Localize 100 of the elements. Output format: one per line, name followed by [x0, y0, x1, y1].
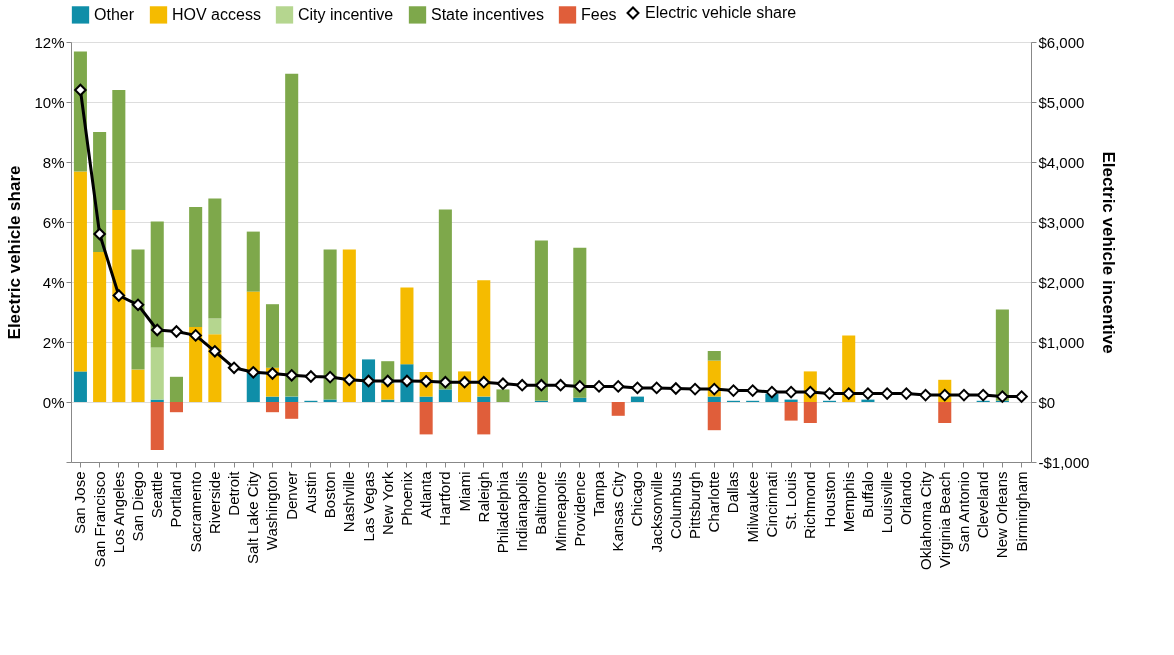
legend-label: Fees — [581, 5, 617, 23]
bar — [285, 402, 299, 419]
point — [554, 378, 567, 392]
x-tick-label: Dallas — [724, 471, 742, 514]
bar — [938, 402, 952, 423]
point — [131, 298, 145, 312]
bar — [496, 389, 510, 402]
y-tick-label: 10% — [34, 93, 65, 111]
x-tick-label: San Francisco — [90, 471, 108, 568]
bar — [707, 396, 721, 402]
x-tick-label: Denver — [282, 471, 300, 520]
point — [419, 375, 433, 388]
x-tick-label: Cincinnati — [762, 471, 780, 538]
x-tick-label: Washington — [263, 471, 281, 551]
y-axis-title: Electric vehicle share — [5, 165, 25, 340]
bar — [246, 231, 260, 292]
point — [151, 323, 164, 337]
x-tick-label: Richmond — [801, 471, 819, 540]
point — [746, 384, 759, 397]
bar — [169, 402, 183, 413]
x-tick-label: Jacksonville — [647, 471, 665, 553]
point — [362, 374, 375, 388]
bar — [131, 369, 145, 402]
bar — [477, 280, 491, 397]
point — [247, 366, 260, 379]
x-tick-label: Sacramento — [186, 471, 204, 553]
x-tick-label: Detroit — [225, 470, 243, 516]
y-tick-label: 6% — [42, 213, 65, 231]
bar — [438, 209, 452, 390]
bar — [150, 402, 164, 450]
x-tick-label: San Jose — [71, 471, 89, 535]
bar — [265, 304, 280, 368]
x-tick-label: Tampa — [590, 470, 608, 517]
bar — [342, 249, 356, 402]
legend-label: City incentive — [298, 5, 394, 23]
point — [631, 381, 644, 395]
point — [304, 370, 318, 383]
y2-tick-label: $3,000 — [1038, 213, 1085, 231]
bar — [189, 207, 203, 327]
x-tick-label: Louisville — [878, 471, 896, 534]
x-tick-label: San Antonio — [954, 471, 972, 553]
bar — [285, 73, 299, 397]
point — [573, 380, 587, 393]
y2-tick-label: $4,000 — [1038, 153, 1085, 171]
point — [900, 387, 913, 400]
point — [170, 325, 183, 338]
point — [784, 385, 798, 399]
y2-tick-label: $1,000 — [1038, 333, 1085, 351]
point — [285, 369, 298, 382]
point — [227, 361, 241, 375]
point — [496, 377, 510, 390]
point — [823, 387, 836, 400]
x-tick-label: Los Angeles — [109, 471, 127, 554]
point — [74, 83, 87, 97]
bar — [477, 396, 491, 402]
bar — [995, 309, 1009, 401]
bar — [131, 249, 145, 370]
y-tick-label: 0% — [42, 393, 65, 411]
y2-tick-label: $0 — [1038, 393, 1056, 411]
bar — [477, 402, 491, 435]
x-tick-label: Milwaukee — [743, 471, 761, 543]
bar — [169, 376, 183, 402]
bar — [707, 402, 721, 431]
point — [976, 388, 990, 402]
y-tick-label: 2% — [42, 333, 65, 351]
x-tick-label: Austin — [301, 471, 319, 514]
y2-tick-label: $5,000 — [1038, 93, 1085, 111]
bar — [630, 396, 644, 402]
x-tick-label: Portland — [167, 471, 185, 528]
bar — [208, 318, 222, 335]
point — [381, 374, 394, 388]
x-tick-label: St. Louis — [782, 471, 800, 530]
x-tick-label: Philadelphia — [493, 470, 511, 554]
point — [957, 388, 971, 402]
point — [611, 380, 625, 393]
bar — [73, 371, 87, 402]
point — [688, 382, 702, 396]
point — [650, 381, 663, 395]
bar — [419, 402, 433, 435]
x-tick-label: Baltimore — [532, 471, 550, 535]
point — [861, 387, 875, 400]
x-tick-label: Charlotte — [705, 471, 723, 533]
point — [669, 382, 683, 395]
x-tick-label: Memphis — [839, 471, 857, 533]
point — [804, 385, 817, 399]
x-tick-label: Las Vegas — [359, 471, 377, 542]
x-tick-label: Salt Lake City — [244, 471, 262, 565]
point — [996, 390, 1009, 403]
bar — [400, 287, 414, 365]
bar — [323, 249, 337, 400]
point — [919, 388, 932, 402]
bar — [611, 402, 625, 416]
bar — [150, 347, 164, 400]
x-tick-label: Indianapolis — [513, 471, 531, 552]
legend-label: HOV access — [172, 5, 261, 23]
x-tick-label: Hartford — [436, 471, 454, 526]
y-tick-label: 8% — [42, 153, 65, 171]
x-tick-label: Providence — [570, 471, 588, 547]
x-tick-label: Pittsburgh — [686, 471, 704, 540]
bar — [150, 221, 164, 348]
